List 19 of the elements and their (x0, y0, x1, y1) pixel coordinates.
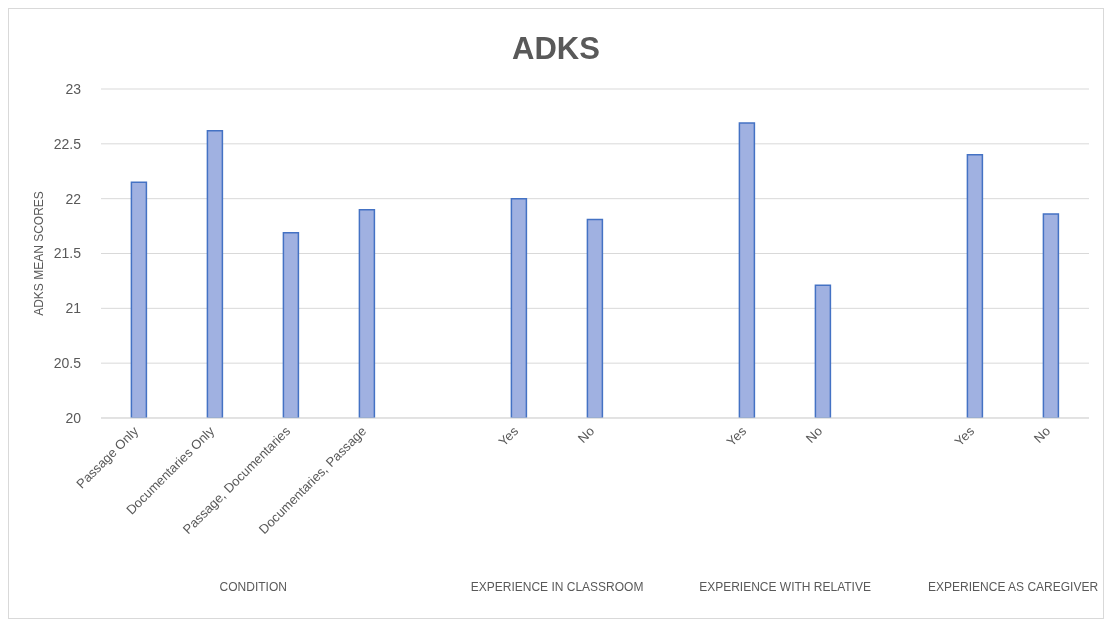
x-tick-label: No (802, 423, 826, 446)
x-tick-label: Yes (495, 423, 522, 450)
chart-title: ADKS (511, 31, 601, 67)
text: CONDITION (219, 580, 287, 594)
x-tick-label: No (574, 423, 598, 446)
y-tick-label: 22 (65, 190, 82, 207)
y-tick-label: 20.5 (53, 355, 82, 372)
text: EXPERIENCE WITH RELATIVE (699, 580, 871, 594)
y-tick-label: 22.5 (53, 135, 82, 152)
x-tick-label: No (1030, 423, 1054, 446)
y-tick-label: 21.5 (53, 245, 82, 262)
x-tick-label: Yes (951, 423, 978, 450)
text: EXPERIENCE IN CLASSROOM (470, 580, 644, 594)
x-tick-label: Yes (723, 423, 750, 450)
text: EXPERIENCE AS CAREGIVER (928, 580, 1099, 594)
y-tick-label: 23 (65, 80, 82, 97)
y-axis-title: ADKS MEAN SCORES (32, 191, 47, 316)
y-tick-label: 21 (65, 300, 82, 317)
y-tick-label: 20 (65, 409, 82, 426)
